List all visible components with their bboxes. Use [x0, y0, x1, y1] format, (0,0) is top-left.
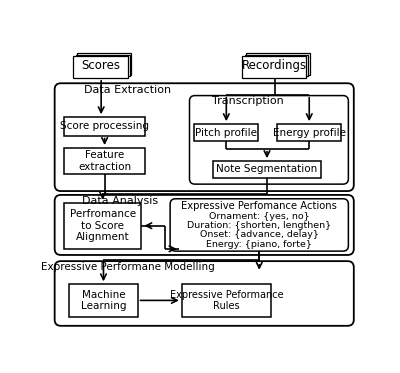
Text: Duration: {shorten, lengthen}: Duration: {shorten, lengthen} — [187, 221, 331, 230]
Text: Pitch profile: Pitch profile — [195, 128, 257, 138]
Text: Ornament: {yes, no}: Ornament: {yes, no} — [209, 212, 310, 221]
Text: Data Analysis: Data Analysis — [82, 196, 158, 206]
Text: Note Segmentation: Note Segmentation — [216, 164, 318, 175]
Text: Recordings: Recordings — [242, 59, 307, 72]
Text: Score processing: Score processing — [60, 121, 149, 131]
Text: Perfromance
to Score
Alignment: Perfromance to Score Alignment — [70, 209, 136, 242]
Text: Expressive Performane Modelling: Expressive Performane Modelling — [41, 262, 214, 272]
Text: Feature
extraction: Feature extraction — [78, 150, 131, 172]
Bar — [246, 53, 310, 75]
Bar — [64, 117, 145, 136]
FancyBboxPatch shape — [190, 95, 348, 184]
Text: Expressive Perfomance Actions: Expressive Perfomance Actions — [181, 201, 337, 211]
Text: Energy: {piano, forte}: Energy: {piano, forte} — [206, 240, 312, 249]
Bar — [213, 161, 321, 178]
FancyBboxPatch shape — [170, 199, 348, 251]
Text: Machine
Learning: Machine Learning — [81, 289, 126, 311]
Bar — [64, 203, 142, 249]
FancyBboxPatch shape — [55, 83, 354, 191]
Bar — [64, 148, 145, 174]
FancyBboxPatch shape — [55, 261, 354, 326]
Bar — [242, 56, 306, 78]
FancyBboxPatch shape — [55, 195, 354, 255]
Bar — [182, 284, 271, 317]
Bar — [73, 56, 128, 78]
Bar — [244, 55, 308, 76]
Bar — [69, 284, 138, 317]
Text: Data Extraction: Data Extraction — [84, 85, 171, 95]
Bar — [277, 124, 342, 141]
Text: Energy profile: Energy profile — [273, 128, 346, 138]
Text: Scores: Scores — [82, 59, 121, 72]
Bar — [194, 124, 258, 141]
Text: Expressive Peformance
Rules: Expressive Peformance Rules — [170, 289, 283, 311]
Bar — [77, 53, 131, 75]
Text: Onset: {advance, delay}: Onset: {advance, delay} — [200, 231, 319, 239]
Text: Transcription: Transcription — [212, 96, 284, 106]
Bar — [76, 55, 130, 76]
